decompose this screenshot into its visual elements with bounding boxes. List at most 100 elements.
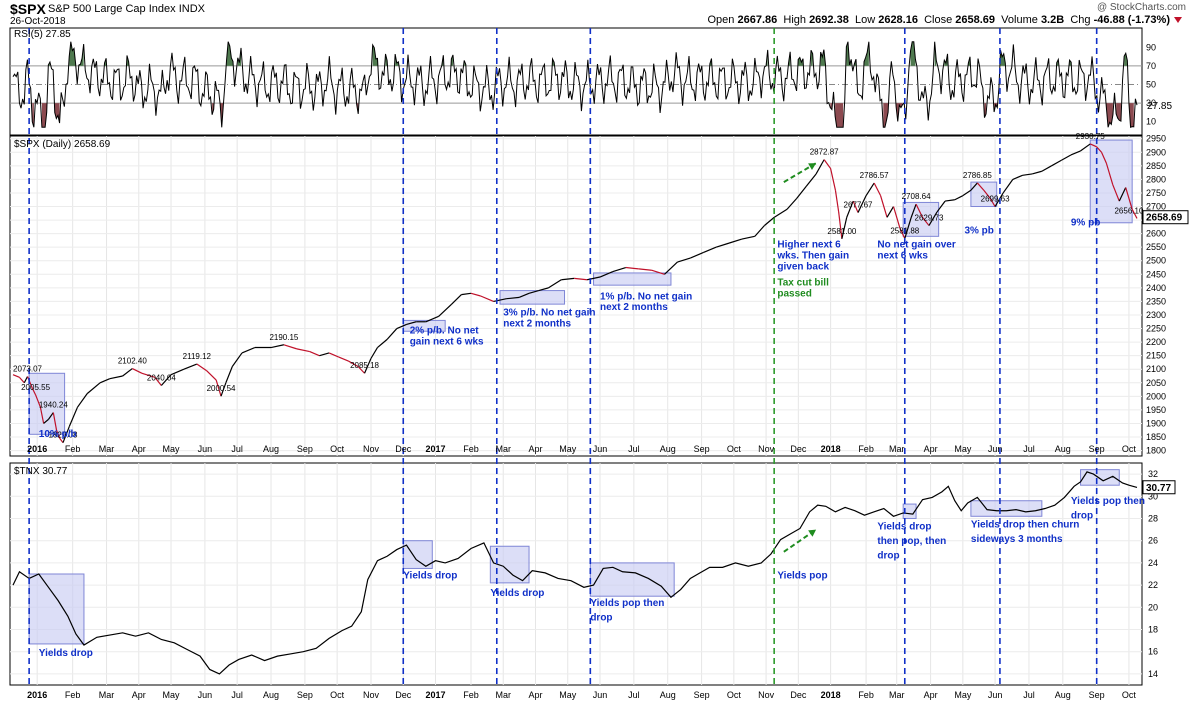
yield-x-tick-label: Feb [65, 690, 81, 700]
spx-data-label: 2085.18 [350, 361, 379, 370]
yield-x-tick-label: Nov [758, 690, 775, 700]
spx-line-segment [690, 252, 704, 259]
price-x-tick-label: Jun [198, 444, 213, 454]
spx-line-segment [1118, 187, 1127, 202]
quote-summary: Open 2667.86 High 2692.38 Low 2628.16 Cl… [708, 14, 1171, 26]
spx-data-label: 2581.88 [890, 227, 919, 236]
spx-line-segment [1002, 179, 1014, 194]
close-label: Close [924, 14, 953, 26]
price-y-tick-label: 2300 [1146, 310, 1166, 320]
spx-line-segment [586, 276, 601, 281]
spx-line-segment [1131, 208, 1138, 219]
rsi-series [12, 41, 1138, 128]
price-arrow-head-icon [808, 163, 817, 170]
spx-data-label: 2677.67 [844, 201, 873, 210]
spx-line-segment [741, 235, 755, 240]
spx-line-segment [834, 190, 840, 213]
price-y-tick-label: 2150 [1146, 351, 1166, 361]
yield-x-tick-label: Aug [660, 690, 676, 700]
spx-line-segment [338, 356, 349, 362]
yield-last-value: 30.77 [1146, 483, 1171, 494]
spx-line-segment [928, 211, 938, 226]
spx-line-segment [225, 366, 233, 384]
spx-line-segment [976, 182, 985, 191]
spx-line-segment [1032, 170, 1043, 175]
rsi-y-tick-label: 30 [1146, 98, 1156, 108]
price-annotation: 3% pb [964, 226, 993, 237]
rsi-line [12, 41, 1138, 128]
spx-line-segment [35, 394, 41, 408]
price-annotation: No net gain over [877, 240, 955, 251]
price-y-tick-label: 2550 [1146, 242, 1166, 252]
spx-line-segment [915, 203, 924, 218]
rsi-oversold-fill [883, 103, 889, 128]
yield-annotation: Yields drop [403, 570, 457, 581]
price-x-tick-label: Dec [395, 444, 412, 454]
price-x-tick-label: May [954, 444, 972, 454]
spx-line-segment [1080, 143, 1091, 152]
spx-line-segment [270, 344, 285, 349]
spx-line-segment [994, 192, 1004, 207]
yield-x-tick-label: Aug [1055, 690, 1071, 700]
spx-line-segment [528, 289, 539, 294]
price-annotation: next 2 months [503, 318, 571, 329]
price-x-tick-label: Jun [988, 444, 1003, 454]
rsi-overbought-fill [78, 44, 84, 66]
spx-line-segment [754, 225, 765, 237]
spx-line-segment [954, 195, 964, 201]
spx-line-segment [357, 366, 365, 374]
spx-line-segment [470, 292, 481, 297]
high-label: High [783, 14, 806, 26]
rsi-last-value: 27.85 [1147, 101, 1172, 112]
yield-x-tick-label: Nov [363, 690, 380, 700]
volume-value: 3.2B [1040, 14, 1065, 26]
spx-line-segment [206, 370, 217, 381]
rsi-y-tick-label: 50 [1146, 80, 1156, 90]
spx-line-segment [638, 268, 652, 271]
price-x-tick-label: 2016 [27, 444, 47, 454]
price-annotation: wks. Then gain [776, 251, 849, 262]
spx-line-segment [26, 376, 33, 389]
spx-data-label: 2656.10 [1114, 206, 1143, 215]
spx-line-segment [220, 382, 227, 397]
price-last-value: 2658.69 [1146, 213, 1183, 224]
price-annotation: Tax cut bill [777, 278, 829, 289]
spx-line-segment [561, 277, 575, 281]
spx-line-segment [480, 295, 494, 302]
yield-annotation: sideways 3 months [971, 534, 1063, 545]
price-trend-arrow [783, 162, 817, 183]
yield-x-tick-label: Jul [1023, 690, 1035, 700]
yield-x-tick-label: Jun [988, 690, 1003, 700]
spx-line-segment [296, 348, 310, 353]
price-annotation: 3% p/b. No net gain [503, 308, 595, 319]
price-x-tick-label: Apr [924, 444, 938, 454]
price-annotation: next 2 months [600, 302, 668, 313]
spx-line-segment [348, 360, 359, 368]
price-y-tick-label: 2700 [1146, 202, 1166, 212]
yield-last-value-box [1142, 480, 1176, 495]
tnx-series [12, 471, 1138, 675]
spx-line-segment [892, 206, 901, 229]
yield-x-tick-label: Jun [198, 690, 213, 700]
price-y-tick-label: 1850 [1146, 432, 1166, 442]
spx-line-segment [231, 352, 243, 367]
rsi-overbought-fill [1069, 60, 1072, 66]
spx-line-segment [1070, 150, 1081, 156]
spx-line-segment [677, 257, 691, 263]
rsi-oversold-fill [835, 103, 844, 128]
spx-line-segment [519, 292, 530, 298]
yield-x-tick-label: Oct [330, 690, 345, 700]
spx-line-segment [12, 374, 20, 378]
volume-label: Volume [1001, 14, 1038, 26]
down-arrow-icon [1174, 17, 1182, 23]
spx-data-label: 2005.55 [21, 383, 50, 392]
price-last-value-box [1142, 210, 1189, 225]
spx-line-segment [764, 216, 775, 226]
spx-data-label: 2040.04 [147, 373, 176, 382]
spx-line-segment [904, 217, 912, 239]
yield-x-tick-label: 2017 [425, 690, 445, 700]
spx-line-segment [506, 296, 520, 300]
open-value: 2667.86 [737, 14, 778, 26]
spx-data-label: 1940.24 [39, 401, 68, 410]
spx-line-segment [196, 363, 207, 372]
